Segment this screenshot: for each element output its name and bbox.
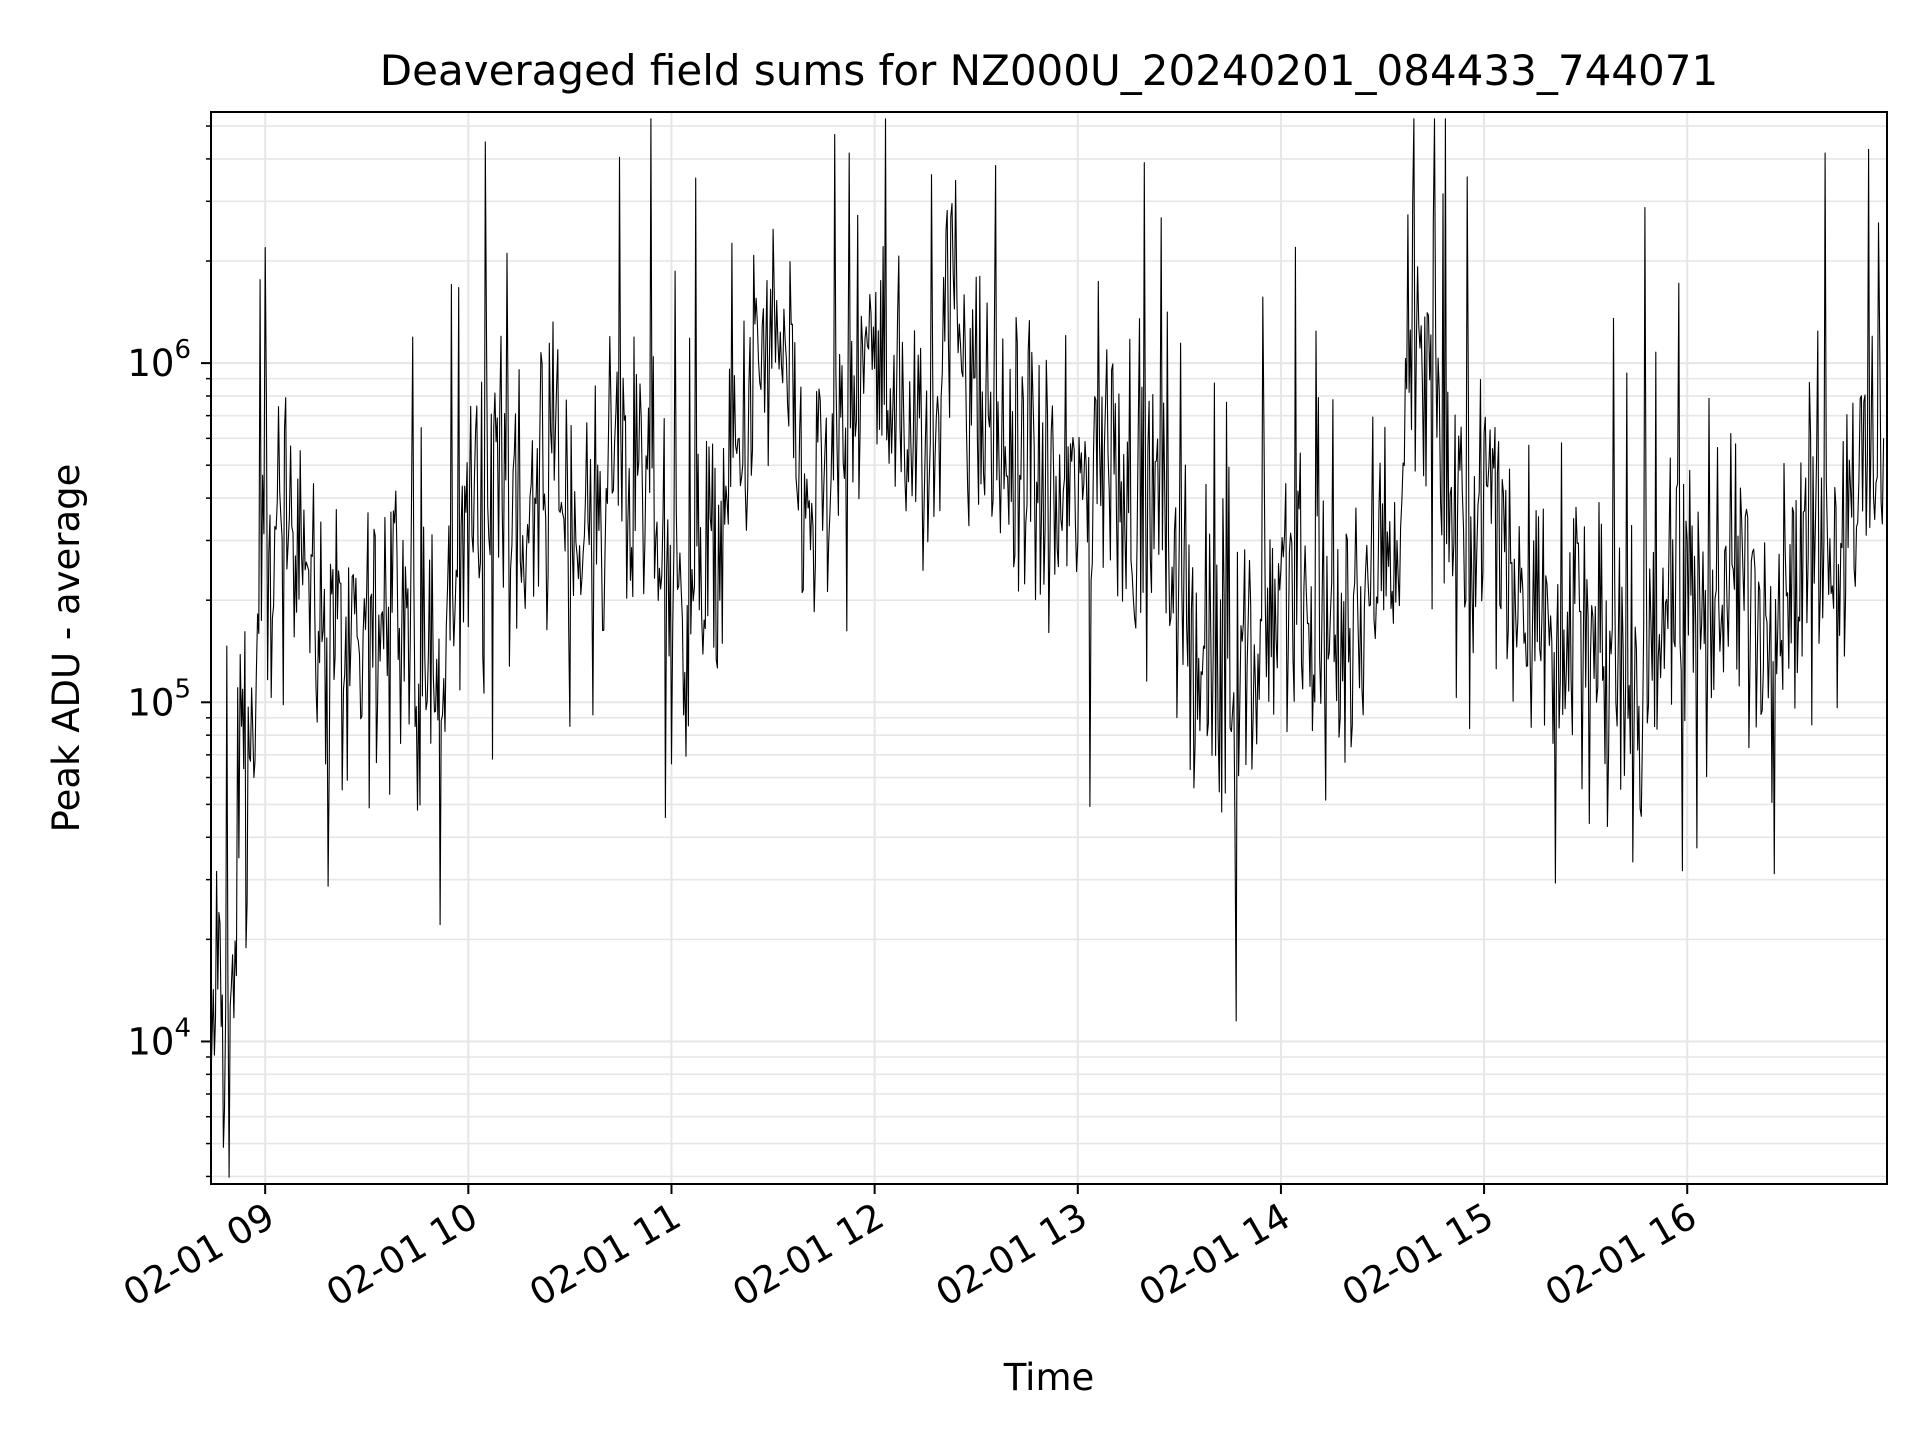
x-axis-label: Time [1003, 1356, 1095, 1399]
y-axis-label: Peak ADU - average [45, 464, 88, 833]
y-tick-label: 104 [127, 1013, 191, 1063]
plot-frame [210, 111, 1888, 1185]
y-tick-label: 106 [127, 335, 191, 385]
y-tick-label: 105 [127, 674, 191, 724]
series-line-group [210, 118, 1885, 1178]
chart-title: Deaveraged field sums for NZ000U_2024020… [380, 46, 1718, 95]
series-line [210, 118, 1885, 1178]
